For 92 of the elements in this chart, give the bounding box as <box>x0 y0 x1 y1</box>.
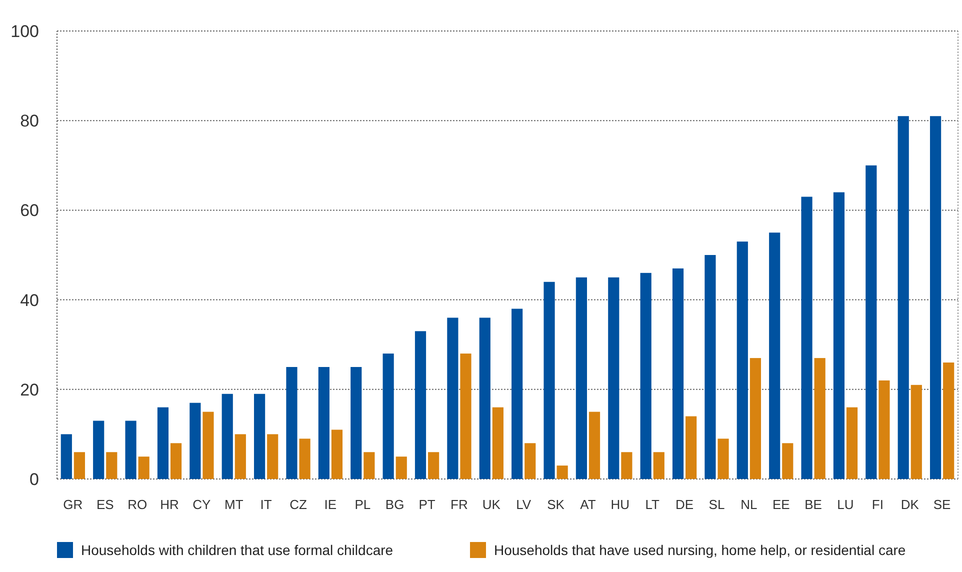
bar <box>428 452 440 479</box>
bar <box>653 452 664 479</box>
bar <box>170 443 182 479</box>
x-tick-label: CY <box>192 497 212 512</box>
bar <box>524 443 536 479</box>
bar <box>157 407 169 479</box>
bar <box>608 277 620 479</box>
bar <box>704 255 716 479</box>
x-tick-label: IT <box>260 497 272 512</box>
bar <box>576 277 587 479</box>
bar <box>492 407 504 479</box>
x-tick-label: FI <box>872 497 884 512</box>
y-tick-label: 20 <box>20 380 39 400</box>
bar <box>382 354 394 479</box>
x-tick-label: EE <box>772 497 790 512</box>
bar <box>910 384 922 479</box>
x-tick-label: SE <box>933 497 952 512</box>
x-tick-label: FR <box>450 497 468 512</box>
x-tick-label: MT <box>224 497 244 512</box>
bar <box>202 412 214 479</box>
bar <box>801 196 812 479</box>
bar <box>234 434 246 479</box>
bar <box>286 367 298 479</box>
bar <box>640 272 652 479</box>
bar <box>460 354 472 479</box>
bar <box>479 318 490 479</box>
bar <box>138 456 150 479</box>
bar <box>414 331 426 479</box>
x-tick-label: NL <box>740 497 758 512</box>
bar <box>396 456 407 479</box>
bar <box>106 452 118 479</box>
legend-label: Households that have used nursing, home help, or residential care <box>494 542 906 558</box>
bar <box>718 438 729 479</box>
x-tick-label: GR <box>63 497 83 512</box>
x-tick-label: DK <box>900 497 920 512</box>
bar <box>544 282 555 479</box>
bar <box>750 358 761 479</box>
x-tick-label: PT <box>418 497 436 512</box>
bar <box>878 380 890 479</box>
x-tick-label: RO <box>128 497 148 512</box>
x-tick-label: AT <box>580 497 596 512</box>
bar <box>364 452 375 479</box>
bar <box>222 394 233 479</box>
x-tick-label: SK <box>547 497 565 512</box>
bar <box>782 443 794 479</box>
x-tick-label: BE <box>804 497 822 512</box>
bar <box>267 434 278 479</box>
bar <box>190 402 201 479</box>
x-tick-label: BG <box>385 497 404 512</box>
bar <box>672 268 684 479</box>
x-tick-label: IE <box>324 497 337 512</box>
x-tick-label: LV <box>516 497 532 512</box>
x-tick-label: HU <box>610 497 630 512</box>
legend-label: Households with children that use formal childcare <box>81 542 394 558</box>
bar <box>930 116 942 479</box>
bar <box>769 232 780 479</box>
bar <box>350 367 362 479</box>
bar <box>447 318 458 479</box>
bar <box>898 116 909 479</box>
x-tick-label: HR <box>160 497 179 512</box>
y-tick-label: 60 <box>20 201 39 220</box>
bar <box>943 362 954 479</box>
bar <box>833 192 845 479</box>
bar <box>814 358 826 479</box>
bar <box>318 367 330 479</box>
x-tick-label: DE <box>676 497 694 512</box>
x-tick-label: PL <box>354 497 371 512</box>
bar <box>736 242 748 479</box>
bar <box>686 416 697 479</box>
y-tick-label: 100 <box>10 22 39 41</box>
bar <box>621 452 632 479</box>
bar <box>299 438 310 479</box>
y-tick-label: 40 <box>20 290 39 310</box>
x-tick-label: LU <box>837 497 854 512</box>
x-tick-label: UK <box>482 497 501 512</box>
bar <box>512 308 523 479</box>
x-tick-label: LT <box>645 497 660 512</box>
bar <box>125 420 136 479</box>
bar <box>588 412 600 479</box>
x-tick-label: ES <box>96 497 114 512</box>
x-tick-label: CZ <box>290 497 307 512</box>
x-tick-label: SL <box>708 497 725 512</box>
bar <box>846 407 858 479</box>
bar <box>74 452 86 479</box>
bar <box>60 434 72 479</box>
bar <box>93 420 104 479</box>
bar <box>254 394 266 479</box>
y-tick-label: 80 <box>20 112 39 131</box>
y-tick-label: 0 <box>30 470 39 489</box>
bar <box>331 430 343 479</box>
bar <box>556 466 568 479</box>
bar <box>866 165 877 479</box>
